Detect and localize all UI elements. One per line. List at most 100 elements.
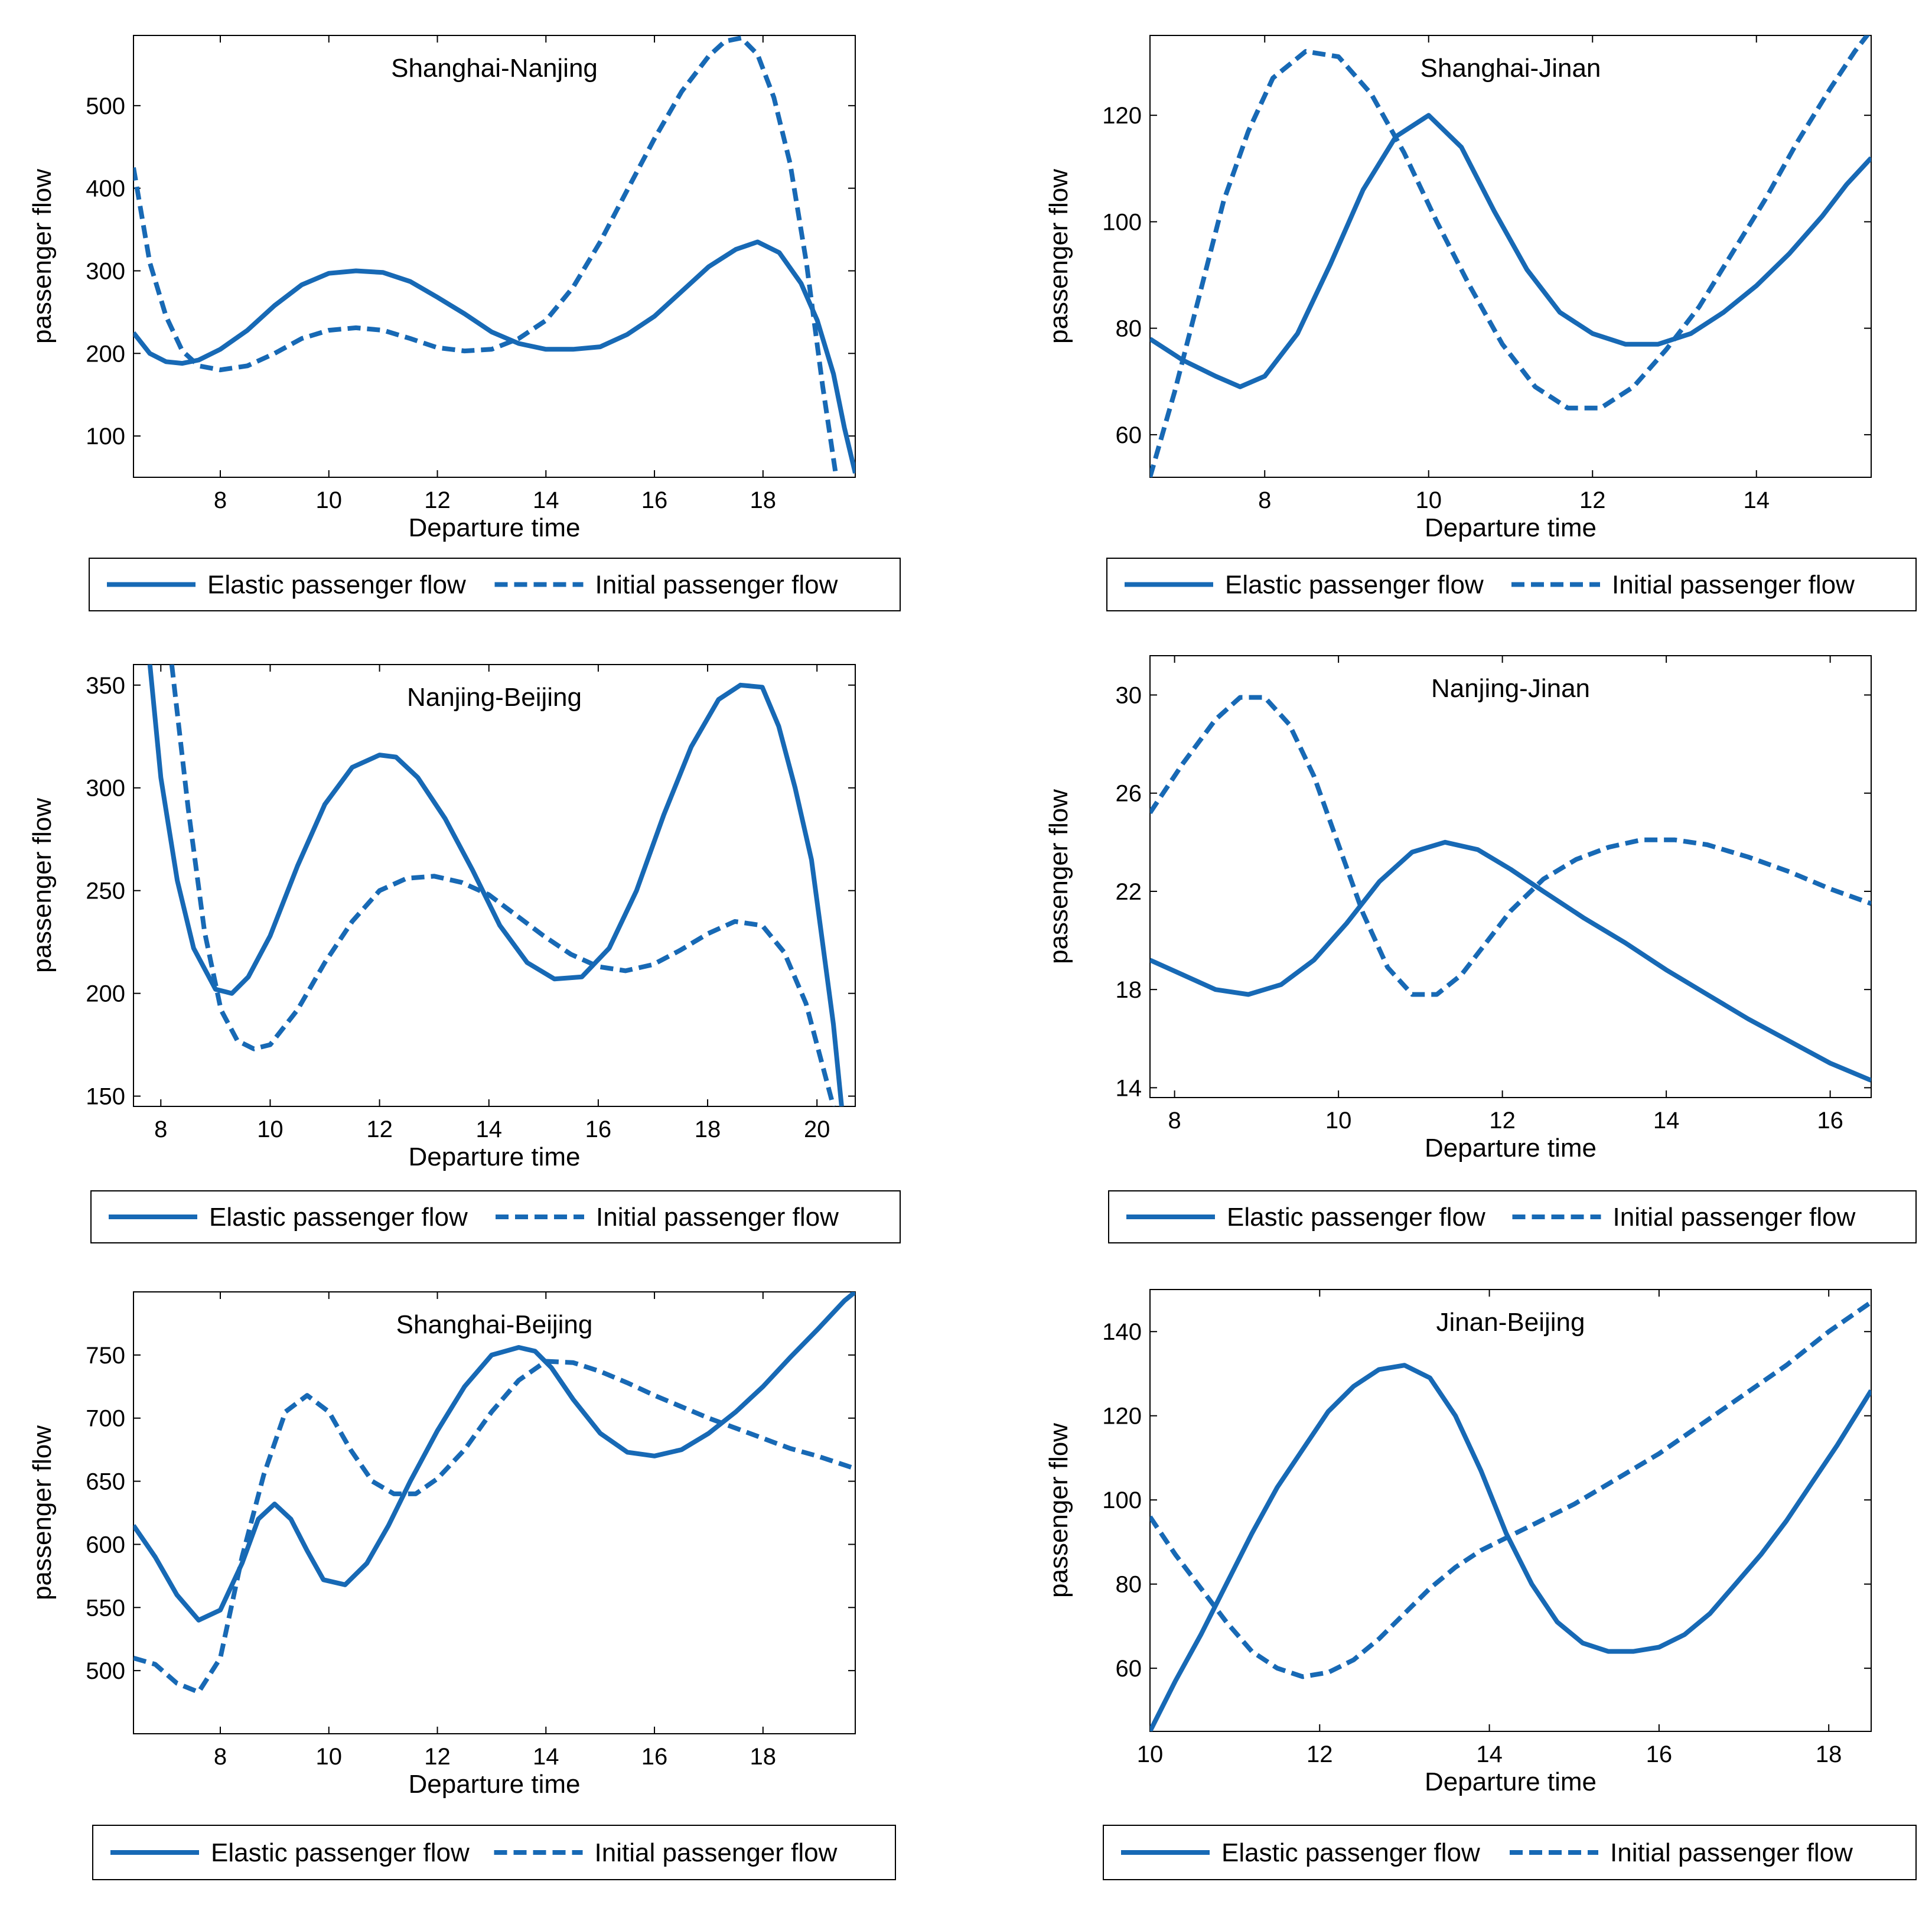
x-tick-label: 18 <box>750 1744 777 1770</box>
x-tick-label: 10 <box>316 1744 343 1770</box>
legend-label: Initial passenger flow <box>595 1838 838 1867</box>
x-axis-label: Departure time <box>1425 513 1597 542</box>
y-tick-label: 14 <box>1116 1075 1142 1101</box>
chart-panel: 8 10 12 14 60 80 100 120 Shanghai-Jinan Departure… <box>1044 35 1917 611</box>
series-group <box>133 35 855 477</box>
x-tick-label: 8 <box>154 1116 167 1142</box>
y-tick-label: 350 <box>86 673 125 699</box>
initial-flow-line <box>1150 35 1871 477</box>
x-tick-label: 20 <box>804 1116 830 1142</box>
x-tick-label: 18 <box>1816 1741 1842 1767</box>
y-axis-label: passenger flow <box>28 798 57 973</box>
initial-flow-line <box>1150 695 1871 997</box>
initial-flow-line <box>1150 1300 1871 1679</box>
legend-label: Elastic passenger flow <box>1221 1838 1480 1867</box>
x-tick-label: 16 <box>1646 1741 1673 1767</box>
y-axis-label: passenger flow <box>28 1425 57 1600</box>
legend: Elastic passenger flow Initial passenger … <box>1108 1190 1917 1243</box>
y-tick-label: 700 <box>86 1406 125 1432</box>
x-tick-label: 10 <box>1137 1741 1164 1767</box>
y-axis-label: passenger flow <box>1044 1423 1073 1598</box>
legend-label: Elastic passenger flow <box>207 571 466 600</box>
legend-label: Initial passenger flow <box>1613 1203 1856 1232</box>
y-tick-label: 22 <box>1116 879 1142 905</box>
chart-panel: 10 12 14 16 18 60 80 100 120 140 Jinan-Beijing Depa… <box>1044 1289 1917 1880</box>
x-tick-label: 18 <box>695 1116 721 1142</box>
y-tick-label: 550 <box>86 1595 125 1621</box>
legend: Elastic passenger flow Initial passenger … <box>89 558 901 611</box>
y-axis-label: passenger flow <box>1044 789 1073 964</box>
x-tick-label: 14 <box>1653 1108 1680 1134</box>
y-tick-label: 400 <box>86 176 125 202</box>
y-tick-label: 150 <box>86 1084 125 1110</box>
y-tick-label: 300 <box>86 258 125 284</box>
x-tick-label: 14 <box>533 487 559 513</box>
y-tick-label: 600 <box>86 1532 125 1558</box>
y-tick-label: 18 <box>1116 977 1142 1003</box>
y-tick-label: 60 <box>1116 1656 1142 1682</box>
y-axis-label: passenger flow <box>1044 169 1073 344</box>
x-tick-label: 12 <box>1579 487 1606 513</box>
legend: Elastic passenger flow Initial passenger … <box>1103 1825 1917 1880</box>
legend: Elastic passenger flow Initial passenger … <box>92 1825 896 1880</box>
legend-label: Elastic passenger flow <box>211 1838 470 1867</box>
plot-frame <box>133 1291 856 1734</box>
y-tick-label: 500 <box>86 1658 125 1684</box>
plot-frame <box>133 35 856 478</box>
chart-title: Jinan-Beijing <box>1436 1308 1585 1337</box>
legend-label: Elastic passenger flow <box>209 1203 468 1232</box>
x-axis-label: Departure time <box>408 513 580 542</box>
x-axis-label: Departure time <box>1425 1134 1597 1163</box>
plot-frame <box>1149 35 1872 478</box>
x-tick-label: 12 <box>1489 1108 1516 1134</box>
y-tick-label: 300 <box>86 776 125 802</box>
y-tick-label: 200 <box>86 981 125 1007</box>
y-tick-label: 750 <box>86 1343 125 1369</box>
elastic-flow-line <box>147 665 844 1106</box>
x-tick-label: 8 <box>214 487 227 513</box>
legend-box <box>1106 558 1917 611</box>
x-tick-label: 18 <box>750 487 777 513</box>
x-tick-label: 14 <box>475 1116 502 1142</box>
chart-title: Shanghai-Nanjing <box>391 54 598 83</box>
plot-frame <box>1149 1289 1872 1732</box>
x-tick-label: 16 <box>1817 1108 1843 1134</box>
chart-title: Nanjing-Beijing <box>407 683 582 712</box>
elastic-flow-line <box>133 1292 855 1623</box>
y-tick-label: 500 <box>86 93 125 119</box>
y-tick-label: 250 <box>86 878 125 904</box>
chart-panel: 8 10 12 14 16 18 100 200 300 400 500 Shanghai-Nanji… <box>28 35 901 611</box>
initial-flow-line <box>133 35 839 477</box>
legend-label: Initial passenger flow <box>1612 571 1855 600</box>
x-tick-label: 16 <box>641 487 668 513</box>
y-tick-label: 120 <box>1102 103 1142 129</box>
chart-panel: 8 10 12 14 16 18 500 550 600 650 700 750 Shanghai-Be… <box>28 1291 896 1880</box>
y-tick-label: 80 <box>1116 1572 1142 1598</box>
chart-panel: 8 10 12 14 16 18 20 150 200 250 300 350 Nanjing-Beij… <box>28 664 901 1243</box>
chart-title: Nanjing-Jinan <box>1431 674 1590 703</box>
legend-label: Initial passenger flow <box>1610 1838 1853 1867</box>
legend-label: Elastic passenger flow <box>1225 571 1484 600</box>
legend-label: Initial passenger flow <box>596 1203 839 1232</box>
x-tick-label: 10 <box>316 487 343 513</box>
elastic-flow-line <box>1150 113 1871 389</box>
legend: Elastic passenger flow Initial passenger … <box>1106 558 1917 611</box>
chart-title: Shanghai-Jinan <box>1421 54 1601 83</box>
y-tick-label: 100 <box>86 424 125 450</box>
legend-box <box>1103 1825 1917 1880</box>
y-tick-label: 26 <box>1116 781 1142 807</box>
legend: Elastic passenger flow Initial passenger … <box>90 1190 901 1243</box>
y-tick-label: 120 <box>1102 1404 1142 1430</box>
x-tick-label: 8 <box>214 1744 227 1770</box>
series-group <box>147 665 844 1106</box>
x-tick-label: 14 <box>1744 487 1770 513</box>
legend-label: Elastic passenger flow <box>1227 1203 1485 1232</box>
y-axis-label: passenger flow <box>28 169 57 344</box>
x-tick-label: 10 <box>257 1116 284 1142</box>
y-tick-label: 100 <box>1102 1487 1142 1513</box>
x-tick-label: 16 <box>585 1116 612 1142</box>
elastic-flow-line <box>1150 839 1871 1083</box>
x-tick-label: 12 <box>366 1116 393 1142</box>
x-tick-label: 10 <box>1325 1108 1352 1134</box>
y-tick-label: 60 <box>1116 422 1142 448</box>
